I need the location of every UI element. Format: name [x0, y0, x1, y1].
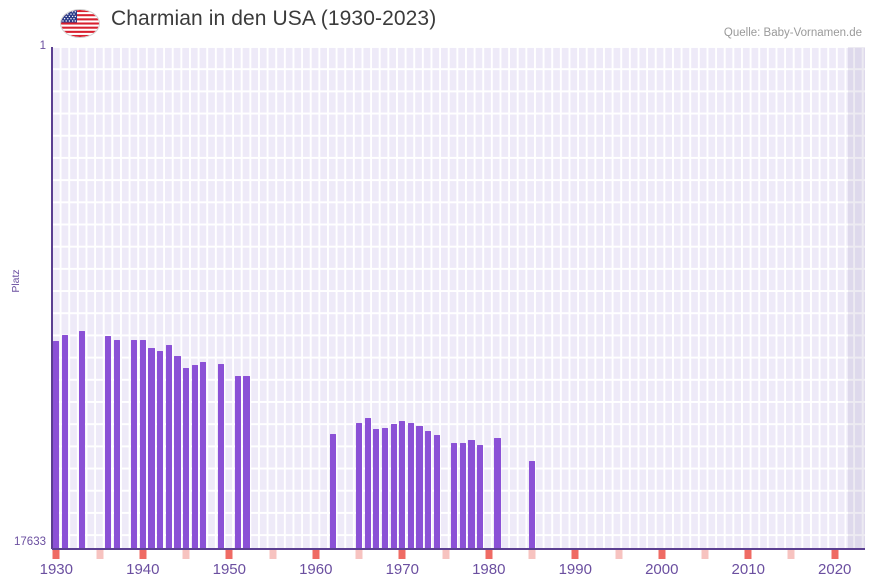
bar-1978	[468, 440, 475, 549]
bar-1965	[355, 422, 363, 549]
x-tick-label-1950: 1950	[212, 561, 246, 578]
x-tick-mark-1960	[312, 550, 320, 559]
x-minor-tick-1945	[182, 550, 190, 559]
x-tick-mark-2000	[658, 550, 666, 559]
bar-1931	[61, 334, 69, 549]
x-tick-mark-1930	[52, 550, 60, 559]
x-minor-tick-1985	[528, 550, 536, 559]
x-minor-tick-1935	[96, 550, 104, 559]
x-minor-tick-1955	[269, 550, 277, 559]
bar-1973	[425, 431, 432, 549]
x-minor-tick-2015	[787, 550, 795, 559]
bar-1967	[373, 429, 380, 549]
bar-1933	[79, 331, 86, 549]
page-title: Charmian in den USA (1930-2023)	[111, 7, 437, 30]
bar-1970	[399, 420, 406, 549]
x-tick-mark-2010	[744, 550, 752, 559]
bar-1946	[191, 364, 198, 549]
bar-1952	[243, 375, 250, 549]
bar-1930	[53, 340, 60, 549]
bar-1941	[148, 348, 155, 549]
y-axis-top-label: 1	[39, 40, 46, 52]
y-axis-title: Platz	[10, 269, 22, 293]
bar-1940	[139, 339, 146, 549]
source-attribution: Quelle: Baby-Vornamen.de	[723, 27, 862, 39]
chart-plot-area	[51, 47, 865, 550]
us-flag-icon	[61, 10, 99, 37]
bar-1972	[416, 426, 423, 549]
x-minor-tick-1995	[615, 550, 622, 559]
bar-1971	[407, 422, 415, 549]
x-tick-mark-1970	[398, 550, 406, 559]
bar-1966	[364, 417, 371, 549]
x-minor-tick-1975	[442, 550, 450, 559]
x-tick-label-2010: 2010	[731, 561, 765, 578]
bar-1951	[234, 375, 242, 549]
x-tick-mark-1940	[139, 550, 147, 559]
chart-header: Charmian in den USA (1930-2023) Quelle: …	[0, 0, 873, 47]
x-tick-label-1940: 1940	[126, 561, 160, 578]
x-tick-label-1970: 1970	[385, 561, 419, 578]
x-tick-label-1980: 1980	[472, 561, 506, 578]
bar-1939	[131, 340, 138, 549]
bar-1942	[156, 351, 164, 549]
bar-1947	[200, 361, 207, 549]
bar-1976	[451, 442, 458, 549]
bar-1981	[494, 437, 501, 549]
bar-1985	[528, 460, 536, 549]
bar-1937	[113, 339, 120, 549]
y-axis-line	[51, 47, 53, 549]
bar-1974	[433, 434, 440, 549]
x-tick-label-1930: 1930	[39, 561, 73, 578]
bar-1945	[182, 368, 190, 549]
x-tick-label-2000: 2000	[645, 561, 679, 578]
bar-1969	[390, 423, 397, 549]
x-axis-line	[52, 548, 865, 550]
x-tick-mark-2020	[831, 550, 839, 559]
x-tick-mark-1980	[485, 550, 493, 559]
projection-shading	[847, 47, 865, 549]
x-tick-label-2020: 2020	[818, 561, 852, 578]
bar-1936	[105, 336, 112, 549]
x-axis-ticks: 1930 1940 1950 1960 1970 1980 1990 2000 2010 2020	[40, 549, 865, 587]
x-tick-mark-1950	[225, 550, 233, 559]
x-tick-label-1990: 1990	[558, 561, 592, 578]
bar-series	[52, 47, 865, 549]
bar-1979	[477, 445, 484, 549]
bar-1943	[165, 345, 172, 549]
x-minor-tick-1965	[355, 550, 363, 559]
x-tick-mark-1990	[571, 550, 579, 559]
bar-1968	[381, 428, 389, 549]
x-minor-tick-2005	[701, 550, 709, 559]
bar-1944	[174, 356, 181, 549]
bar-1962	[329, 434, 337, 549]
bar-1977	[459, 443, 466, 549]
y-axis-bottom-label: 17633	[14, 536, 46, 548]
x-tick-label-1960: 1960	[299, 561, 333, 578]
bar-1949	[217, 363, 224, 549]
